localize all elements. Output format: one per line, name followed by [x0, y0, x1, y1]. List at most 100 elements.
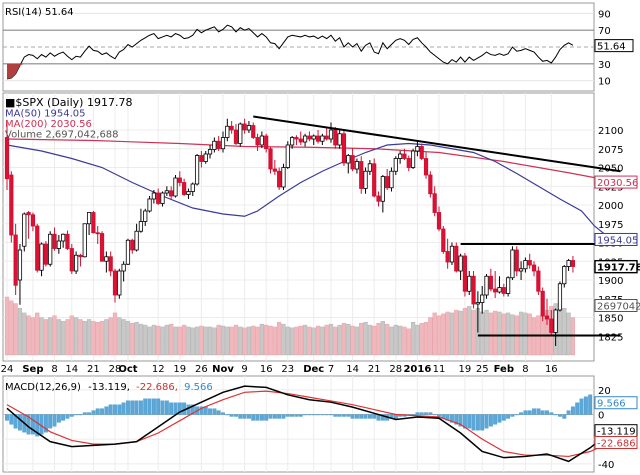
candle-body [156, 192, 161, 204]
macd-hist-bar [151, 398, 156, 415]
rsi-gridlines [3, 12, 594, 82]
macd-hist-bar [216, 410, 221, 415]
macd-hist-bar [588, 394, 593, 415]
price-tag-box [594, 175, 638, 189]
volume-bar [220, 325, 226, 356]
candle-body [199, 155, 204, 162]
candle-body [536, 270, 541, 292]
candle-body [462, 255, 468, 292]
rsi-tick-label: 90 [598, 9, 611, 20]
macd-hist-bar [5, 414, 9, 421]
candle-body [315, 135, 321, 142]
x-axis-label: 8 [51, 364, 57, 375]
volume-bar [69, 315, 74, 356]
candle-body [147, 198, 152, 212]
macd-hist-bar [160, 400, 165, 415]
candle-body [52, 233, 57, 249]
volume-bar [337, 324, 342, 356]
x-axis-label: 11 [433, 364, 446, 375]
volume-bar [294, 326, 299, 356]
macd-hist-bar [346, 414, 351, 417]
candle-body [506, 277, 511, 294]
rsi-tag-box [594, 39, 634, 53]
candle-body [501, 287, 506, 294]
candle-body [95, 232, 100, 235]
volume-bar [177, 326, 182, 356]
macd-hist-bar [95, 408, 100, 415]
volume-bar [363, 322, 368, 356]
price-tick-label: 2000 [598, 201, 623, 212]
macd-hist-bar [186, 404, 191, 415]
candle-body [169, 190, 174, 197]
macd-tick-label: 20 [598, 386, 611, 397]
macd-hist-bar [510, 414, 515, 417]
candle-body [216, 140, 221, 150]
macd-hist-bar [480, 414, 485, 431]
x-axis-label: 7 [328, 364, 334, 375]
candle-body [497, 287, 502, 293]
candle-body [233, 129, 239, 144]
volume-bar [259, 323, 264, 356]
trendlines [253, 115, 621, 337]
macd-hist-bar [363, 414, 368, 419]
volume-bar [48, 317, 53, 356]
macd-hist-bar [320, 414, 325, 416]
candle-body [112, 270, 118, 296]
macd-hist-bar [454, 414, 459, 425]
macd-hist-bar [208, 408, 212, 415]
macd-hist-bar [74, 414, 79, 416]
volume-bar [229, 326, 234, 356]
macd-hist-bar [277, 414, 282, 419]
x-axis-label: 19 [173, 364, 186, 375]
candle-body [410, 150, 416, 168]
macd-hist-bar [415, 412, 420, 415]
macd-hist-bar [121, 402, 126, 415]
candle-body [337, 133, 342, 146]
candle-body [203, 153, 208, 162]
macd-hist-bar [307, 414, 312, 416]
volume-bar [112, 312, 118, 356]
volume-bar [108, 317, 113, 356]
candle-body [320, 135, 325, 142]
candle-body [99, 233, 105, 262]
volume-bar [428, 317, 433, 356]
candle-body [544, 315, 550, 320]
volume-bar [4, 296, 10, 356]
macd-hist-bar [488, 414, 493, 427]
volume-bar [134, 322, 139, 356]
macd-hist-bar [354, 414, 359, 419]
volume-bar [233, 324, 239, 356]
macd-hist-bar [164, 400, 169, 415]
volume-bar [484, 309, 489, 356]
volume-bar [302, 324, 308, 356]
volume-bar [56, 319, 61, 356]
candle-body [346, 155, 351, 164]
volume-bar [164, 324, 169, 356]
x-axis-label: 9 [241, 364, 247, 375]
candle-body [229, 125, 234, 131]
candle-body [406, 158, 411, 168]
candle-body [324, 135, 329, 140]
volume-bar [493, 310, 498, 356]
macd-hist-bar [337, 414, 342, 417]
volume-bar [272, 326, 277, 356]
candle-body [423, 158, 429, 176]
volume-bar [445, 311, 450, 356]
candle-body [264, 135, 269, 150]
candle-body [393, 158, 398, 172]
macd-hist-bar [173, 402, 178, 415]
macd-hist-bar [251, 414, 256, 421]
candle-body [354, 161, 360, 170]
volume-bar [238, 326, 243, 356]
candle-body [488, 275, 493, 290]
macd-hist-bar [501, 414, 506, 421]
macd-hist-bar [91, 410, 96, 415]
rsi-line [6, 24, 574, 80]
volume-bar [104, 319, 109, 356]
x-axis-label: 16 [545, 364, 558, 375]
ma200-line [6, 138, 621, 184]
candle-body [164, 190, 169, 194]
candle-body [471, 275, 476, 305]
rsi-tick-label: 70 [598, 26, 611, 37]
candlesticks [4, 118, 576, 346]
